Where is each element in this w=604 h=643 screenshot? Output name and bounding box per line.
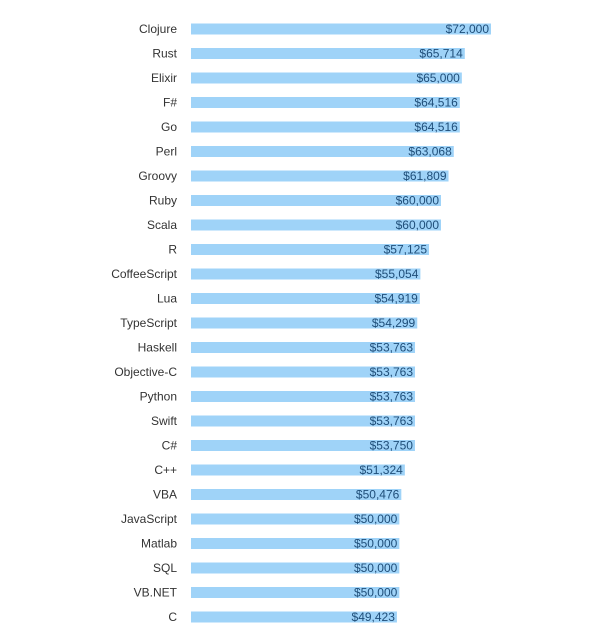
value-label-clojure: $72,000 bbox=[446, 22, 490, 36]
category-label-groovy: Groovy bbox=[138, 169, 177, 183]
value-label-haskell: $53,763 bbox=[370, 341, 414, 355]
bar-objective-c bbox=[191, 366, 416, 378]
value-label-coffeescript: $55,054 bbox=[375, 267, 419, 281]
value-label-vb-net: $50,000 bbox=[354, 586, 398, 600]
category-label-c: C++ bbox=[154, 463, 177, 477]
bar-go bbox=[191, 121, 460, 133]
category-label-sql: SQL bbox=[153, 561, 177, 575]
bar-c bbox=[191, 464, 405, 476]
bar-javascript bbox=[191, 513, 400, 525]
bar-ruby bbox=[191, 195, 441, 206]
value-label-f: $64,516 bbox=[414, 96, 458, 110]
category-labels-group: Clojure Rust Elixir F# Go Perl Groovy Ruby Scala… bbox=[111, 22, 177, 624]
bar-matlab bbox=[191, 538, 400, 549]
value-label-matlab: $50,000 bbox=[354, 537, 398, 551]
value-label-perl: $63,068 bbox=[408, 145, 452, 159]
bar-lua bbox=[191, 293, 420, 304]
bar-swift bbox=[191, 415, 416, 427]
category-label-rust: Rust bbox=[152, 47, 177, 61]
category-label-objective-c: Objective-C bbox=[114, 365, 177, 379]
value-label-lua: $54,919 bbox=[374, 292, 418, 306]
bar-vba bbox=[191, 489, 402, 500]
bar-typescript bbox=[191, 317, 418, 329]
bar-rust bbox=[191, 48, 465, 59]
value-label-c: $53,750 bbox=[370, 439, 414, 453]
bar-clojure bbox=[191, 23, 491, 35]
bar-coffeescript bbox=[191, 268, 421, 280]
value-label-c: $51,324 bbox=[359, 463, 403, 477]
value-label-javascript: $50,000 bbox=[354, 512, 398, 526]
category-label-matlab: Matlab bbox=[141, 537, 177, 551]
bar-perl bbox=[191, 146, 454, 157]
value-label-sql: $50,000 bbox=[354, 561, 398, 575]
bar-f bbox=[191, 97, 460, 108]
value-label-scala: $60,000 bbox=[396, 218, 440, 232]
category-label-ruby: Ruby bbox=[149, 194, 177, 208]
value-label-go: $64,516 bbox=[414, 120, 458, 134]
value-label-rust: $65,714 bbox=[419, 47, 463, 61]
value-label-elixir: $65,000 bbox=[416, 71, 460, 85]
category-label-python: Python bbox=[140, 390, 177, 404]
value-labels-group: $72,000 $65,714 $65,000 $64,516 $64,516 $63,0… bbox=[352, 22, 490, 624]
category-label-typescript: TypeScript bbox=[120, 316, 177, 330]
category-label-go: Go bbox=[161, 120, 177, 134]
bar-vb-net bbox=[191, 587, 400, 598]
category-label-scala: Scala bbox=[147, 218, 177, 232]
category-label-clojure: Clojure bbox=[139, 22, 177, 36]
category-label-swift: Swift bbox=[151, 414, 178, 428]
bar-c bbox=[191, 440, 415, 451]
bars-group bbox=[191, 23, 491, 623]
value-label-objective-c: $53,763 bbox=[370, 365, 414, 379]
category-label-coffeescript: CoffeeScript bbox=[111, 267, 177, 281]
category-label-f: F# bbox=[163, 96, 177, 110]
value-label-vba: $50,476 bbox=[356, 488, 400, 502]
category-label-lua: Lua bbox=[157, 292, 177, 306]
bar-haskell bbox=[191, 342, 416, 353]
value-label-swift: $53,763 bbox=[370, 414, 414, 428]
category-label-perl: Perl bbox=[156, 145, 177, 159]
category-label-c: C bbox=[168, 610, 177, 624]
bar-elixir bbox=[191, 72, 462, 84]
bar-scala bbox=[191, 219, 441, 231]
value-label-ruby: $60,000 bbox=[396, 194, 440, 208]
category-label-elixir: Elixir bbox=[151, 71, 177, 85]
category-label-c: C# bbox=[162, 439, 178, 453]
category-label-vba: VBA bbox=[153, 488, 177, 502]
value-label-typescript: $54,299 bbox=[372, 316, 416, 330]
category-label-r: R bbox=[168, 243, 177, 257]
bar-c bbox=[191, 611, 397, 623]
bar-sql bbox=[191, 562, 400, 574]
bar-r bbox=[191, 244, 430, 255]
value-label-r: $57,125 bbox=[384, 243, 428, 257]
category-label-vb-net: VB.NET bbox=[134, 586, 178, 600]
value-label-python: $53,763 bbox=[370, 390, 414, 404]
bar-python bbox=[191, 391, 416, 402]
category-label-haskell: Haskell bbox=[138, 341, 177, 355]
bar-groovy bbox=[191, 170, 449, 182]
value-label-groovy: $61,809 bbox=[403, 169, 447, 183]
value-label-c: $49,423 bbox=[352, 610, 396, 624]
category-label-javascript: JavaScript bbox=[121, 512, 178, 526]
